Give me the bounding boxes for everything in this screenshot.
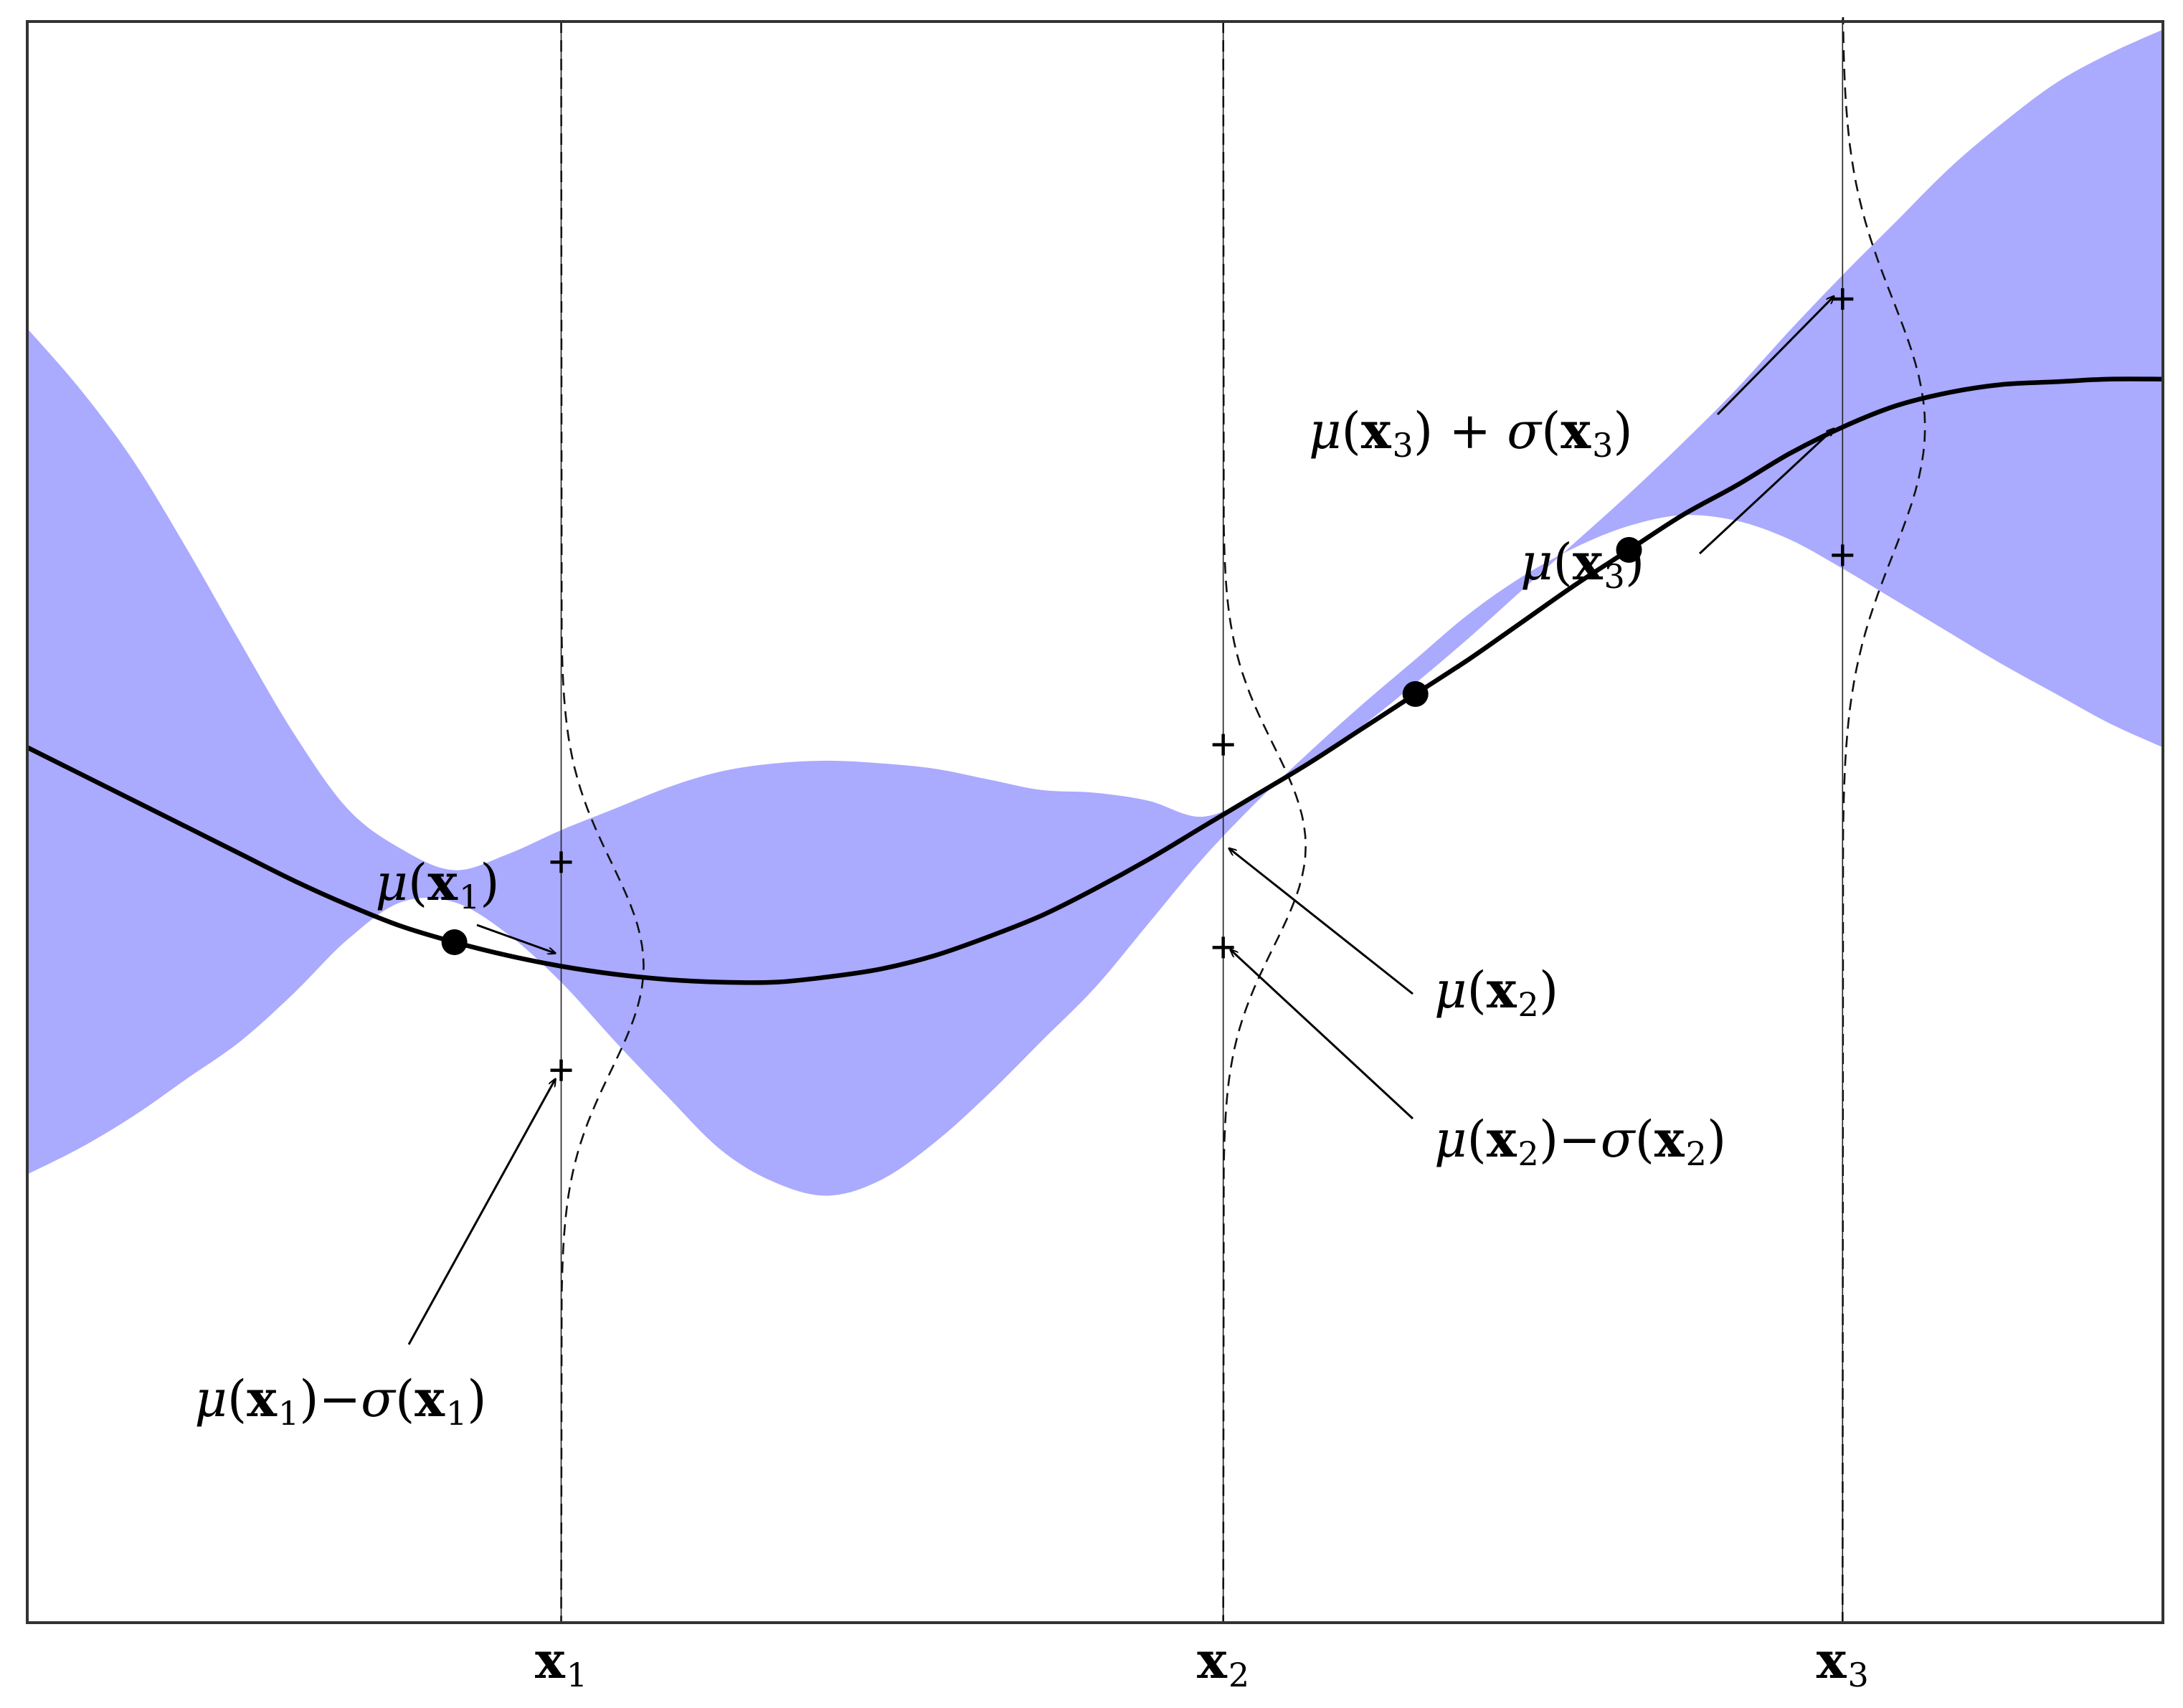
arrow-mu-plus-sigma-x3 bbox=[1716, 296, 1834, 416]
arrow-mu-minus-sigma-x1 bbox=[407, 1079, 556, 1345]
observation-point bbox=[1616, 536, 1642, 563]
x-tick-label-3: x3 bbox=[1817, 1631, 1869, 1694]
arrow-mu-x1 bbox=[476, 924, 556, 953]
label-mu-minus-sigma-x1: μ(x1)−σ(x1) bbox=[194, 1369, 486, 1433]
minus-sigma-marker-x2 bbox=[1212, 936, 1234, 959]
frame-layer: x1 x2 x3 bbox=[26, 20, 2164, 1694]
plus-sigma-marker-x1 bbox=[550, 851, 572, 873]
label-mu-minus-sigma-x2: μ(x2)−σ(x2) bbox=[1434, 1109, 1726, 1173]
mean-curve-layer bbox=[26, 376, 2164, 985]
gaussian-curve-x2 bbox=[1222, 21, 1307, 1623]
observation-point bbox=[441, 929, 468, 955]
label-mu-x2: μ(x2) bbox=[1434, 960, 1558, 1024]
minus-sigma-marker-x1 bbox=[550, 1059, 572, 1081]
marks-layer bbox=[441, 288, 1854, 1081]
gaussian-curve-x1 bbox=[560, 21, 645, 1623]
plot-frame bbox=[26, 20, 2164, 1624]
arrow-mu-x2 bbox=[1229, 848, 1413, 995]
label-mu-plus-sigma-x3: μ(x3) + σ(x3) bbox=[1309, 401, 1633, 465]
plus-sigma-marker-x2 bbox=[1212, 734, 1234, 756]
x-tick-label-1: x1 bbox=[535, 1631, 587, 1694]
mean-curve bbox=[26, 376, 2164, 985]
observation-point bbox=[1402, 680, 1429, 707]
gaussian-curve-x3 bbox=[1842, 16, 1926, 1623]
guide-lines-layer bbox=[560, 16, 1926, 1623]
annotations-layer: μ(x1) μ(x1)−σ(x1) μ(x2) μ(x2)−σ(x2) μ(x3) + … bbox=[194, 296, 1834, 1433]
label-mu-x1: μ(x1) bbox=[375, 853, 499, 916]
x-tick-label-2: x2 bbox=[1197, 1631, 1249, 1694]
arrow-mu-x3 bbox=[1698, 429, 1834, 555]
minus-sigma-marker-x3 bbox=[1832, 544, 1854, 566]
arrow-mu-minus-sigma-x2 bbox=[1231, 949, 1414, 1120]
label-mu-x3: μ(x3) bbox=[1520, 532, 1644, 596]
